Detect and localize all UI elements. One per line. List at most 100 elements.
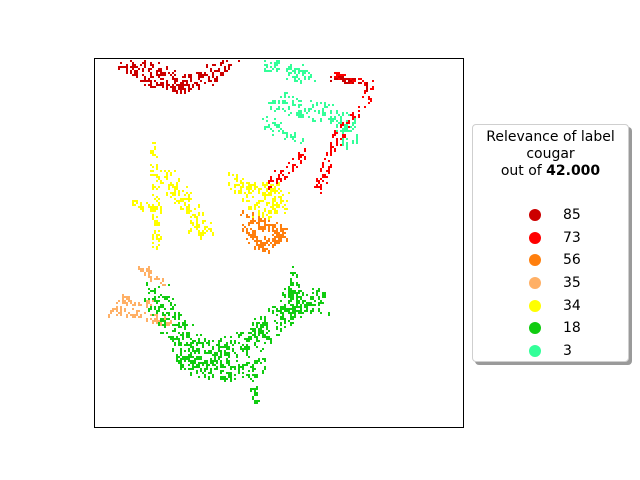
relevance-pixel-85 (166, 80, 168, 84)
relevance-pixel-35 (134, 302, 136, 304)
relevance-pixel-85 (204, 74, 206, 76)
relevance-pixel-85 (184, 84, 186, 86)
relevance-pixel-18 (188, 344, 190, 346)
relevance-pixel-56 (260, 242, 262, 244)
relevance-pixel-85 (180, 88, 182, 92)
relevance-pixel-18 (208, 350, 210, 352)
relevance-pixel-85 (220, 72, 222, 74)
relevance-pixel-85 (180, 86, 182, 88)
relevance-pixel-85 (170, 86, 172, 88)
relevance-pixel-73 (286, 176, 288, 178)
relevance-pixel-3 (316, 102, 318, 106)
relevance-pixel-18 (166, 332, 168, 334)
relevance-pixel-3 (300, 70, 302, 72)
legend-item-73: 73 (529, 227, 581, 250)
relevance-pixel-34 (154, 206, 156, 208)
relevance-pixel-18 (178, 314, 180, 318)
relevance-pixel-18 (292, 290, 294, 292)
relevance-pixel-3 (330, 116, 332, 120)
relevance-pixel-85 (218, 68, 220, 70)
relevance-pixel-18 (222, 376, 224, 380)
relevance-pixel-34 (198, 214, 200, 216)
relevance-pixel-18 (212, 376, 214, 378)
relevance-pixel-34 (156, 180, 158, 182)
relevance-pixel-73 (328, 166, 330, 170)
relevance-pixel-34 (262, 182, 264, 184)
relevance-pixel-73 (350, 82, 352, 84)
relevance-pixel-18 (208, 364, 210, 366)
relevance-pixel-85 (122, 66, 124, 68)
relevance-pixel-56 (262, 248, 264, 252)
relevance-pixel-35 (158, 320, 160, 322)
relevance-pixel-3 (302, 138, 304, 142)
relevance-pixel-18 (194, 350, 196, 352)
relevance-pixel-73 (326, 152, 328, 156)
relevance-pixel-34 (250, 184, 252, 188)
relevance-pixel-85 (182, 86, 184, 90)
relevance-pixel-56 (284, 236, 286, 238)
relevance-pixel-3 (354, 126, 356, 128)
legend-item-34: 34 (529, 294, 581, 317)
relevance-pixel-18 (230, 378, 232, 382)
relevance-pixel-18 (288, 286, 290, 288)
relevance-pixel-3 (348, 114, 350, 116)
relevance-pixel-73 (340, 144, 342, 146)
relevance-pixel-18 (284, 288, 286, 290)
relevance-pixel-73 (348, 120, 350, 124)
relevance-pixel-18 (202, 372, 204, 374)
relevance-pixel-35 (150, 318, 152, 320)
relevance-pixel-34 (210, 222, 212, 224)
relevance-pixel-3 (300, 100, 302, 102)
relevance-pixel-85 (230, 64, 232, 66)
relevance-pixel-85 (160, 84, 162, 86)
relevance-pixel-34 (262, 212, 264, 216)
relevance-pixel-73 (336, 132, 338, 134)
relevance-pixel-34 (186, 192, 188, 194)
relevance-pixel-18 (298, 310, 300, 312)
relevance-pixel-3 (344, 128, 346, 132)
relevance-pixel-18 (178, 332, 180, 334)
relevance-pixel-35 (148, 274, 150, 278)
relevance-pixel-18 (276, 326, 278, 330)
relevance-pixel-85 (144, 78, 146, 80)
relevance-pixel-56 (252, 220, 254, 222)
relevance-pixel-34 (280, 196, 282, 198)
relevance-pixel-18 (266, 336, 268, 340)
relevance-pixel-18 (210, 368, 212, 372)
relevance-pixel-18 (294, 272, 296, 274)
relevance-pixel-73 (340, 126, 342, 128)
relevance-pixel-18 (226, 344, 228, 346)
relevance-pixel-18 (228, 346, 230, 350)
relevance-pixel-85 (154, 86, 156, 88)
relevance-pixel-18 (152, 314, 154, 316)
relevance-pixel-34 (204, 232, 206, 234)
relevance-pixel-85 (172, 76, 174, 80)
relevance-pixel-3 (292, 76, 294, 78)
relevance-pixel-18 (306, 306, 308, 310)
relevance-pixel-73 (336, 142, 338, 144)
relevance-pixel-18 (188, 348, 190, 352)
relevance-pixel-35 (146, 318, 148, 322)
relevance-pixel-85 (350, 80, 352, 82)
relevance-pixel-34 (192, 214, 194, 216)
relevance-pixel-18 (200, 370, 202, 372)
relevance-pixel-34 (274, 186, 276, 188)
relevance-pixel-18 (164, 296, 166, 298)
relevance-pixel-73 (322, 180, 324, 182)
relevance-pixel-18 (240, 332, 242, 336)
relevance-pixel-34 (186, 206, 188, 210)
relevance-pixel-85 (134, 72, 136, 76)
relevance-pixel-34 (158, 230, 160, 232)
relevance-pixel-18 (236, 354, 238, 356)
relevance-pixel-85 (180, 92, 182, 94)
relevance-pixel-34 (280, 198, 282, 200)
relevance-pixel-18 (294, 306, 296, 308)
relevance-pixel-73 (292, 170, 294, 172)
relevance-pixel-73 (364, 82, 366, 84)
relevance-pixel-56 (252, 218, 254, 220)
relevance-pixel-18 (230, 366, 232, 370)
relevance-pixel-35 (126, 314, 128, 318)
relevance-pixel-34 (182, 198, 184, 200)
relevance-pixel-18 (234, 366, 236, 370)
relevance-pixel-85 (344, 80, 346, 84)
